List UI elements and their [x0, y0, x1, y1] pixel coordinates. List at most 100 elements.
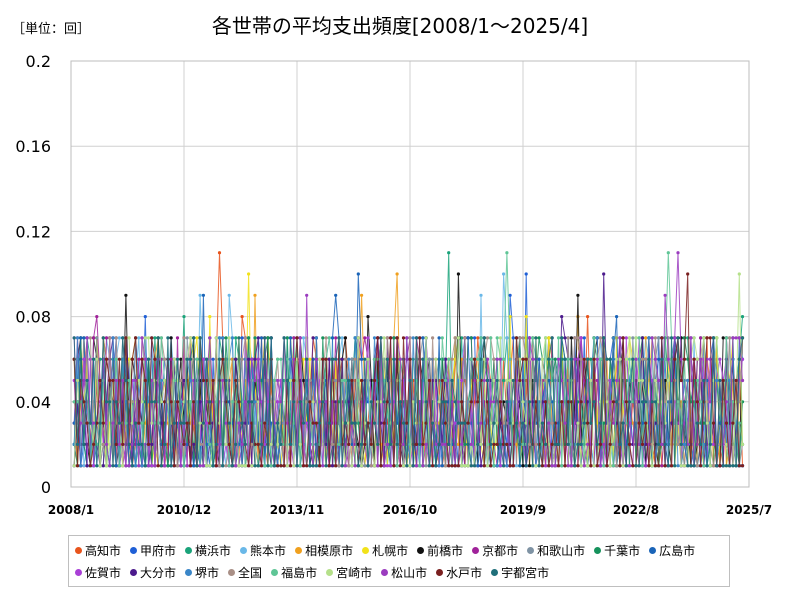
data-point [699, 464, 703, 468]
data-point [146, 357, 151, 361]
data-point [566, 357, 570, 361]
data-point [544, 442, 548, 446]
data-point [644, 400, 648, 404]
data-point [556, 464, 561, 468]
data-point [192, 464, 196, 468]
data-point [621, 336, 625, 340]
data-point [437, 357, 441, 361]
data-point [92, 442, 96, 446]
legend-marker [130, 546, 138, 554]
data-point [595, 464, 599, 468]
data-point [447, 251, 451, 255]
data-point [611, 421, 616, 425]
data-point [230, 336, 234, 340]
data-point [479, 421, 483, 425]
data-point [334, 357, 338, 361]
data-point [98, 378, 102, 383]
data-point [634, 336, 638, 340]
data-point [172, 357, 176, 361]
legend-label: 全国 [238, 565, 263, 580]
data-point [479, 293, 483, 297]
series-layer [72, 251, 745, 468]
data-point [476, 357, 480, 361]
legend-label: 和歌山市 [537, 543, 586, 558]
data-point [602, 464, 606, 468]
data-point [418, 336, 422, 340]
legend-label: 福島市 [281, 565, 318, 580]
data-point [437, 400, 441, 404]
data-point [137, 378, 141, 383]
data-point [495, 464, 499, 468]
data-point [521, 421, 525, 425]
data-point [224, 421, 228, 425]
data-point [385, 400, 389, 404]
data-point [637, 378, 641, 383]
data-point [108, 442, 112, 446]
data-point [243, 464, 247, 468]
data-point [408, 464, 412, 468]
data-point [731, 357, 735, 361]
data-point [198, 293, 202, 297]
data-point [682, 357, 687, 361]
data-point [398, 400, 402, 404]
data-point [318, 400, 322, 404]
data-point [689, 464, 693, 468]
data-point [608, 464, 612, 468]
data-point [237, 464, 241, 468]
data-point [266, 336, 270, 340]
data-point [134, 378, 138, 383]
data-point [637, 464, 641, 468]
data-point [104, 442, 109, 446]
legend-marker [362, 546, 370, 554]
data-point [579, 400, 583, 404]
data-point [227, 421, 231, 425]
data-point [372, 378, 377, 383]
data-point [318, 421, 322, 425]
data-point [721, 336, 725, 340]
data-point [95, 357, 99, 361]
data-point [143, 315, 147, 319]
legend-marker [326, 568, 334, 576]
data-point [531, 464, 535, 468]
data-point [534, 464, 538, 468]
data-point [524, 315, 528, 319]
data-point [663, 293, 667, 297]
data-point [134, 464, 138, 468]
data-point [353, 336, 357, 340]
data-point [163, 378, 167, 383]
data-point [269, 442, 273, 446]
data-point [440, 378, 444, 383]
data-point [547, 357, 551, 361]
data-point [360, 293, 364, 297]
data-point [650, 336, 654, 340]
x-tick-label: 2025/7 [726, 503, 772, 517]
data-point [372, 336, 377, 340]
data-point [266, 400, 270, 404]
data-point [540, 421, 545, 425]
data-point [256, 464, 260, 468]
data-point [201, 293, 205, 297]
data-point [405, 336, 409, 340]
data-point [82, 336, 86, 340]
data-point [179, 464, 183, 468]
data-point [82, 442, 86, 446]
legend-label: 相模原市 [305, 543, 354, 558]
data-point [440, 400, 444, 404]
data-point [285, 464, 289, 468]
data-point [243, 357, 247, 361]
data-point [276, 464, 280, 468]
data-point [350, 464, 354, 468]
data-point [389, 336, 393, 340]
series-19 [72, 272, 745, 468]
data-point [586, 442, 590, 446]
data-point [321, 400, 325, 404]
data-point [579, 357, 583, 361]
data-point [556, 357, 561, 361]
data-point [82, 400, 86, 404]
data-point [453, 336, 457, 340]
legend-marker [472, 546, 480, 554]
data-point [518, 442, 522, 446]
data-point [450, 357, 454, 361]
data-point [340, 464, 344, 468]
data-point [544, 464, 548, 468]
